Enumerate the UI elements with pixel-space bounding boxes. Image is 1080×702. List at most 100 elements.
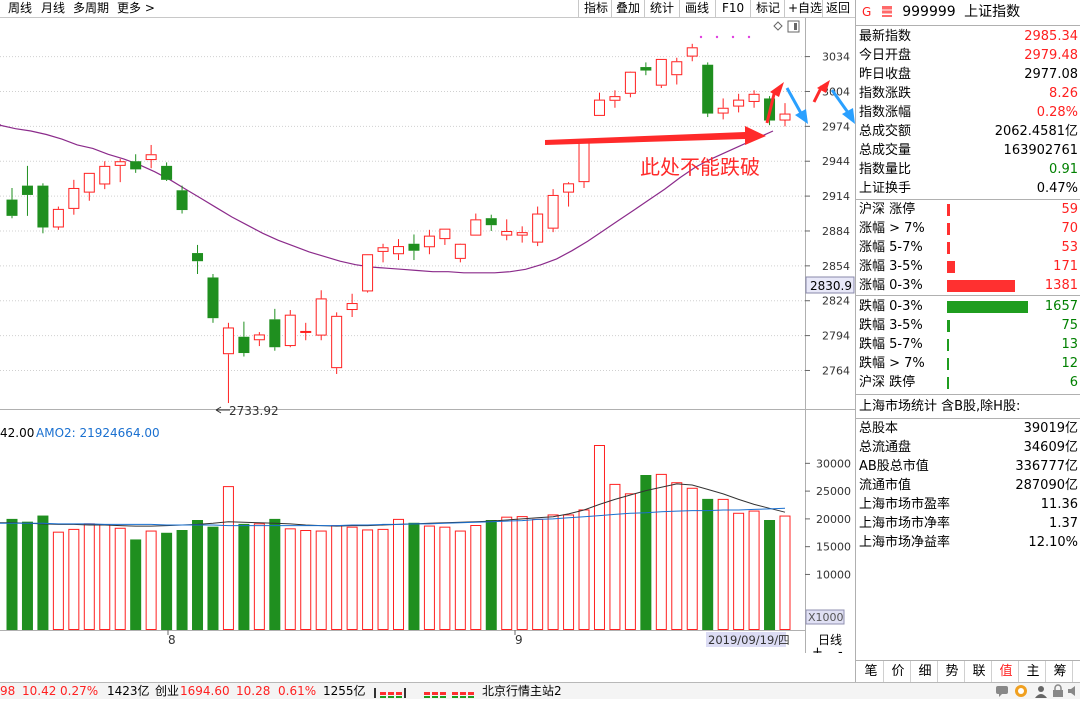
- diamond-icon[interactable]: [773, 21, 783, 31]
- volume-bar: [671, 482, 683, 630]
- candle: [671, 57, 683, 85]
- candle: [52, 206, 64, 230]
- panel-toggle-icon[interactable]: [787, 20, 800, 33]
- volume-bar: [423, 525, 435, 630]
- vol-tick-label: 10000: [816, 568, 851, 581]
- quote-row: 总成交量 163902761: [859, 141, 1078, 160]
- volume-bar: [114, 527, 126, 630]
- security-name: 上证指数: [964, 4, 1021, 20]
- zoom-out-button[interactable]: -: [838, 645, 843, 660]
- volume-bar: [485, 520, 497, 630]
- zoom-in-button[interactable]: +: [812, 645, 823, 660]
- quote-row: 昨日收盘 2977.08: [859, 65, 1078, 84]
- breadth-label: 涨幅 0-3%: [859, 278, 923, 293]
- candle: [563, 182, 575, 207]
- quote-value: 2062.4581亿: [994, 124, 1078, 139]
- volume-bar: [655, 473, 667, 630]
- volume-bar: [516, 516, 528, 630]
- volume-ma-lines: [0, 483, 786, 527]
- period-label[interactable]: 日线: [818, 633, 842, 647]
- breadth-value: 75: [1061, 318, 1078, 333]
- candle: [130, 154, 142, 173]
- down-arrow-icon: [785, 87, 808, 124]
- kline-chart-area[interactable]: 3034 3004 2974 2944 2914 2884 2854 2824 2794 2764…: [0, 18, 855, 660]
- breadth-row: 涨幅 > 7% 70: [859, 219, 1078, 238]
- volume-bar: [37, 515, 49, 630]
- week-button[interactable]: 周线: [8, 1, 33, 15]
- panel-tab[interactable]: 值: [994, 661, 1019, 682]
- market-label: 总流通盘: [859, 440, 912, 455]
- indicator-button[interactable]: 指标: [584, 1, 609, 15]
- market-stats-header: 上海市场统计 含B股,除H股:: [859, 399, 1021, 414]
- stats-button[interactable]: 统计: [650, 1, 675, 15]
- server-station[interactable]: 北京行情主站2: [482, 684, 562, 698]
- panel-tab[interactable]: 主: [1021, 661, 1046, 682]
- more-button[interactable]: 更多 >: [117, 1, 155, 15]
- volume-bar: [609, 483, 621, 630]
- panel-tab[interactable]: 势: [940, 661, 965, 682]
- panel-tab[interactable]: 联: [967, 661, 992, 682]
- alert-icon[interactable]: [1014, 684, 1028, 702]
- breadth-bar: [947, 320, 950, 332]
- f10-button[interactable]: F10: [722, 1, 745, 15]
- down-arrow-icon: [830, 89, 855, 124]
- up-arrow-icon: [765, 82, 784, 124]
- volume-bar: [748, 510, 760, 630]
- volume-bar: [284, 528, 296, 631]
- volume-bar: [68, 528, 80, 630]
- low-price-label: 2733.92: [229, 404, 279, 418]
- panel-tab[interactable]: 细: [913, 661, 938, 682]
- breadth-label: 涨幅 3-5%: [859, 259, 923, 274]
- draw-line-button[interactable]: 画线: [685, 1, 710, 15]
- market-row: 上海市场净益率 12.10%: [859, 533, 1078, 552]
- candle: [408, 234, 420, 261]
- y-tick-label: 2824: [822, 295, 850, 308]
- y-tick-label: 3034: [822, 51, 850, 64]
- month-button[interactable]: 月线: [41, 1, 66, 15]
- sh-change: 10.42: [22, 684, 57, 698]
- user-icon[interactable]: [1034, 684, 1048, 702]
- volume-bar: [593, 445, 605, 630]
- kline-chart[interactable]: 3034 3004 2974 2944 2914 2884 2854 2824 2794 2764…: [0, 18, 855, 660]
- menu-icon[interactable]: [881, 6, 892, 17]
- market-label: 流通市值: [859, 478, 912, 493]
- chat-icon[interactable]: [995, 684, 1009, 702]
- breadth-bar: [947, 280, 1015, 292]
- candle: [207, 273, 219, 323]
- volume-bar: [408, 522, 420, 630]
- candle: [748, 90, 760, 108]
- multi-period-button[interactable]: 多周期: [73, 1, 110, 15]
- speaker-icon[interactable]: [1067, 684, 1079, 702]
- quote-title: G 999999 上证指数: [859, 1, 1078, 23]
- quote-row: 最新指数 2985.34: [859, 27, 1078, 46]
- volume-bar: [176, 530, 188, 630]
- breadth-row: 涨幅 3-5% 171: [859, 257, 1078, 276]
- market-value: 34609亿: [1023, 440, 1078, 455]
- mark-button[interactable]: 标记: [756, 1, 781, 15]
- y-tick-label: 2854: [822, 260, 850, 273]
- volume-header-amo2: AMO2: 21924664.00: [36, 426, 160, 440]
- vol-tick-label: 30000: [816, 457, 851, 470]
- volume-bar: [470, 525, 482, 630]
- panel-tab[interactable]: 价: [886, 661, 911, 682]
- quote-value: 8.26: [1049, 86, 1078, 101]
- volume-bar: [717, 498, 729, 630]
- cy-change: 10.28: [236, 684, 271, 698]
- breadth-value: 70: [1061, 221, 1078, 236]
- market-label: AB股总市值: [859, 459, 929, 474]
- candle: [485, 214, 497, 231]
- panel-tab[interactable]: 筹: [1048, 661, 1073, 682]
- signal-dots: [699, 35, 751, 39]
- market-row: 总流通盘 34609亿: [859, 438, 1078, 457]
- overlay-button[interactable]: 叠加: [616, 1, 641, 15]
- back-button[interactable]: 返回: [826, 1, 851, 15]
- candle: [83, 172, 95, 201]
- lock-icon[interactable]: [1052, 684, 1064, 702]
- cy-index: 1694.60: [180, 684, 230, 698]
- volume-bar: [640, 475, 652, 630]
- add-favorite-button[interactable]: +自选: [788, 1, 823, 15]
- panel-tab[interactable]: 笔: [859, 661, 884, 682]
- quote-label: 指数涨幅: [859, 105, 912, 120]
- breadth-bar: [947, 377, 949, 389]
- breadth-row: 涨幅 0-3% 1381: [859, 276, 1078, 295]
